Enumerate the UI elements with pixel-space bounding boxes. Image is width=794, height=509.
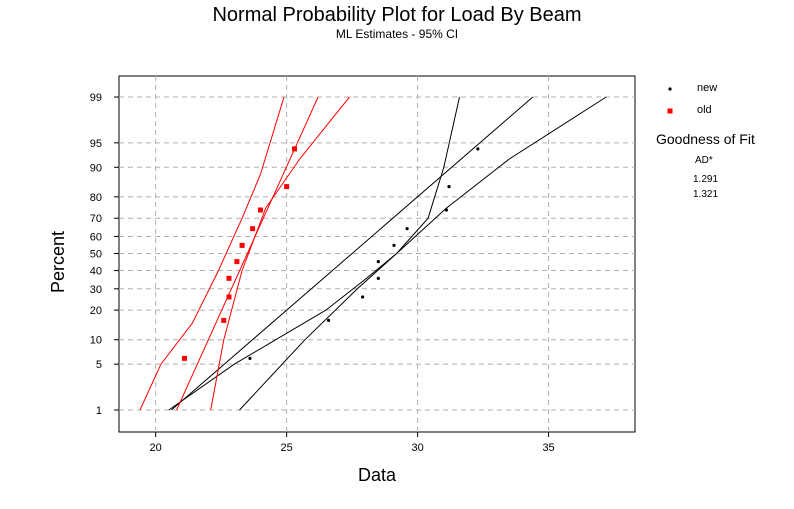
gof-value-new: 1.291 bbox=[693, 174, 719, 185]
y-tick-label-90: 90 bbox=[90, 162, 102, 174]
old-point-3 bbox=[226, 275, 232, 281]
y-tick-label-30: 30 bbox=[90, 284, 102, 296]
new-point-9 bbox=[476, 147, 480, 151]
y-tick-label-99: 99 bbox=[90, 92, 102, 104]
y-tick-label-40: 40 bbox=[90, 266, 102, 278]
x-tick-label-30: 30 bbox=[411, 442, 423, 454]
gof-title: Goodness of Fit bbox=[656, 131, 755, 147]
old-point-1 bbox=[221, 317, 227, 323]
old-point-5 bbox=[239, 242, 245, 248]
y-tick-label-20: 20 bbox=[90, 305, 102, 317]
y-tick-label-10: 10 bbox=[90, 335, 102, 347]
x-tick-label-35: 35 bbox=[542, 442, 554, 454]
old-point-8 bbox=[284, 184, 290, 190]
legend-marker-new bbox=[668, 87, 672, 91]
old-point-0 bbox=[181, 355, 187, 361]
y-tick-label-70: 70 bbox=[90, 213, 102, 225]
y-tick-label-5: 5 bbox=[96, 359, 102, 371]
new-point-5 bbox=[392, 243, 396, 247]
new-point-3 bbox=[376, 276, 380, 280]
y-axis-ticks: 1 5 10 20 30 40 50 60 70 80 90 95 99 bbox=[90, 92, 119, 417]
new-point-4 bbox=[376, 260, 380, 264]
y-tick-label-60: 60 bbox=[90, 231, 102, 243]
chart-title: Normal Probability Plot for Load By Beam bbox=[212, 4, 582, 26]
x-tick-label-20: 20 bbox=[150, 442, 162, 454]
x-axis-ticks: 20 25 30 35 bbox=[150, 432, 555, 454]
data-points bbox=[181, 146, 480, 361]
old-point-2 bbox=[226, 294, 232, 300]
gof-header: AD* bbox=[695, 155, 713, 166]
grid-lines bbox=[119, 76, 635, 432]
new-point-2 bbox=[360, 295, 365, 299]
legend-label-old: old bbox=[697, 104, 712, 116]
old-point-4 bbox=[234, 259, 240, 265]
y-tick-label-50: 50 bbox=[90, 249, 102, 261]
new-point-0 bbox=[248, 356, 252, 360]
y-tick-label-80: 80 bbox=[90, 192, 102, 204]
legend bbox=[667, 87, 673, 114]
legend-marker-old bbox=[667, 108, 673, 114]
old-point-9 bbox=[291, 146, 297, 152]
new-point-6 bbox=[405, 227, 409, 231]
old-point-7 bbox=[257, 207, 263, 213]
new-point-8 bbox=[447, 184, 451, 189]
old-ci-upper bbox=[139, 96, 285, 411]
y-tick-label-1: 1 bbox=[96, 405, 102, 417]
y-tick-label-95: 95 bbox=[90, 138, 102, 150]
legend-label-new: new bbox=[697, 82, 718, 94]
old-point-6 bbox=[250, 226, 256, 232]
plot-area bbox=[118, 75, 636, 433]
new-ci-upper bbox=[168, 96, 460, 411]
new-fit-line bbox=[171, 96, 534, 411]
x-axis-label: Data bbox=[358, 465, 397, 485]
new-point-1 bbox=[326, 318, 331, 323]
y-axis-label: Percent bbox=[48, 231, 68, 293]
gof-value-old: 1.321 bbox=[693, 189, 719, 200]
chart-subtitle: ML Estimates - 95% CI bbox=[335, 27, 459, 41]
new-point-7 bbox=[444, 208, 449, 212]
x-tick-label-25: 25 bbox=[281, 442, 293, 454]
